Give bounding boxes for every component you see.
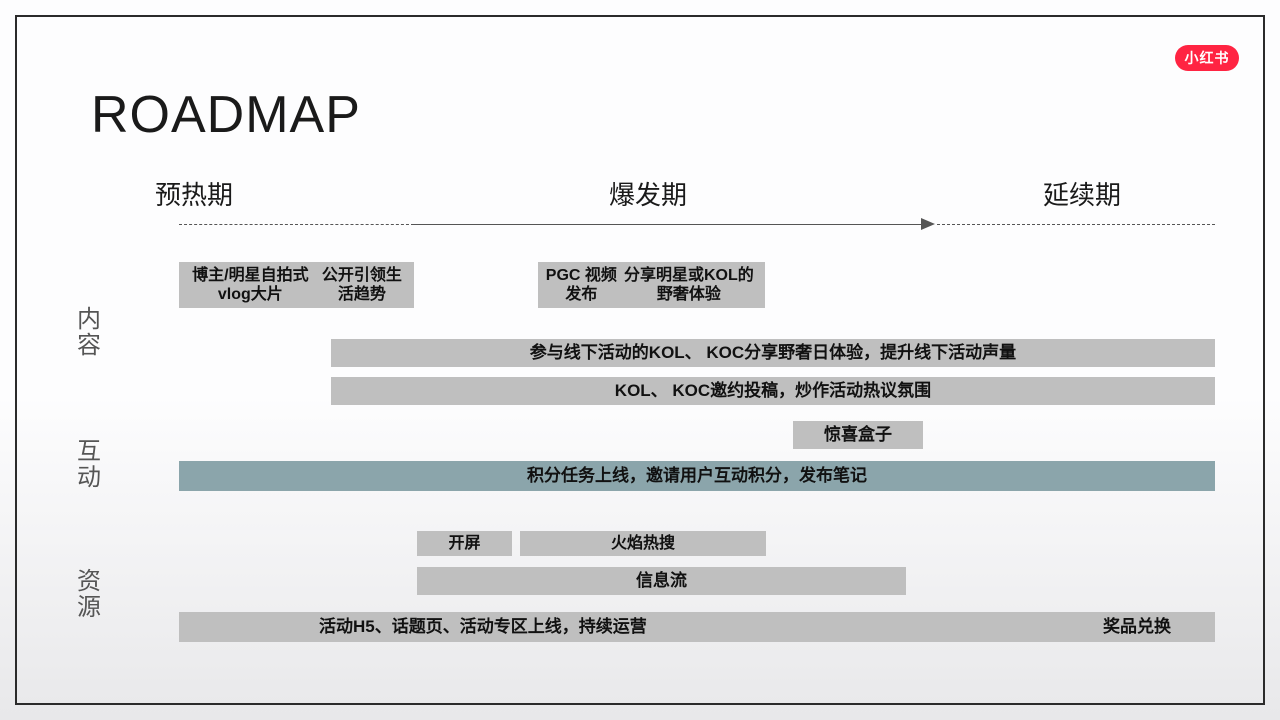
section-label-content: 内容	[77, 307, 103, 360]
bar-text: 活动H5、话题页、活动专区上线，持续运营	[319, 617, 647, 637]
roadmap-bar: 奖品兑换	[1059, 612, 1215, 642]
roadmap-bar: 信息流	[417, 567, 906, 595]
bar-text: 信息流	[636, 571, 687, 591]
phase-label: 预热期	[155, 175, 233, 212]
timeline-segment	[179, 224, 414, 226]
brand-logo-text: 小红书	[1185, 48, 1230, 68]
roadmap-bar: 参与线下活动的KOL、 KOC分享野奢日体验，提升线下活动声量	[331, 339, 1215, 367]
bar-text: 积分任务上线，邀请用户互动积分，发布笔记	[527, 466, 867, 486]
phase-label: 延续期	[1043, 175, 1121, 212]
roadmap-bar: 惊喜盒子	[793, 421, 923, 449]
roadmap-bar: KOL、 KOC邀约投稿，炒作活动热议氛围	[331, 377, 1215, 405]
roadmap-bar: 开屏	[417, 531, 512, 556]
brand-logo: 小红书	[1175, 45, 1239, 71]
bar-text: 参与线下活动的KOL、 KOC分享野奢日体验，提升线下活动声量	[530, 343, 1016, 363]
bar-text: PGC 视频发布	[544, 266, 619, 304]
roadmap-bar: 博主/明星自拍式vlog大片公开引领生活趋势	[179, 262, 414, 308]
section-label-interact: 互动	[77, 439, 103, 492]
bar-text: KOL、 KOC邀约投稿，炒作活动热议氛围	[615, 381, 931, 401]
section-label-resource: 资源	[77, 569, 103, 622]
bar-text: 奖品兑换	[1103, 617, 1171, 637]
timeline-segment	[414, 224, 929, 226]
bar-text: 分享明星或KOL的野奢体验	[619, 266, 759, 304]
phase-label: 爆发期	[609, 175, 687, 212]
timeline-arrowhead	[921, 218, 935, 230]
roadmap-bar: 火焰热搜	[520, 531, 766, 556]
bar-text: 惊喜盒子	[824, 425, 892, 445]
roadmap-bar: 积分任务上线，邀请用户互动积分，发布笔记	[179, 461, 1215, 491]
roadmap-bar: PGC 视频发布分享明星或KOL的野奢体验	[538, 262, 765, 308]
bar-text: 开屏	[448, 534, 480, 553]
slide-frame: 小红书 ROADMAP 预热期 爆发期 延续期 内容互动资源 博主/明星自拍式vlo…	[15, 15, 1265, 705]
timeline-segment	[937, 224, 1215, 226]
page-title: ROADMAP	[91, 85, 361, 145]
bar-text: 公开引领生活趋势	[316, 266, 408, 304]
roadmap-bar: 活动H5、话题页、活动专区上线，持续运营	[179, 612, 1059, 642]
bar-text: 博主/明星自拍式vlog大片	[185, 266, 316, 304]
bar-text: 火焰热搜	[611, 534, 675, 553]
